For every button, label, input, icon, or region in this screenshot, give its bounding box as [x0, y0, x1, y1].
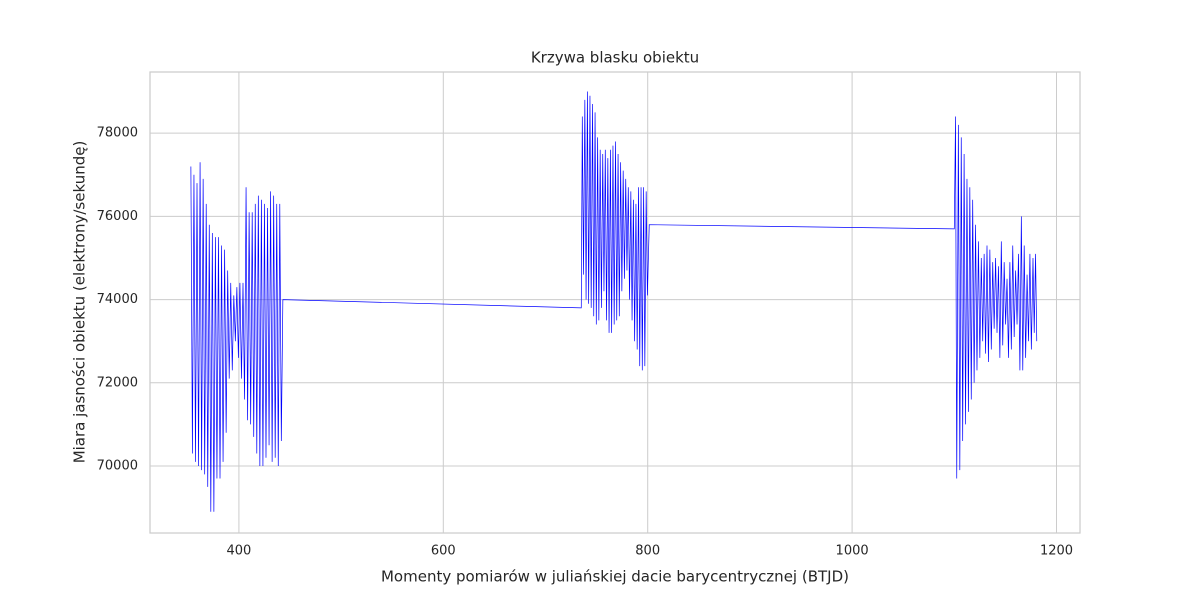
data-line [190, 91, 1038, 512]
x-tick-label: 400 [226, 544, 251, 559]
plot-frame [149, 71, 1081, 534]
y-tick-label: 74000 [97, 292, 138, 307]
x-axis-label: Momenty pomiarów w juliańskiej dacie bar… [381, 568, 849, 586]
y-tick-label: 72000 [97, 375, 138, 390]
y-tick-label: 70000 [97, 459, 138, 474]
x-tick-label: 800 [635, 544, 660, 559]
chart-title: Krzywa blasku obiektu [531, 49, 699, 67]
x-tick-label: 600 [431, 544, 456, 559]
x-tick-label: 1200 [1040, 544, 1073, 559]
y-tick-label: 78000 [97, 126, 138, 141]
y-tick-label: 76000 [97, 209, 138, 224]
x-tick-label: 1000 [836, 544, 869, 559]
y-axis-label: Miara jasności obiektu (elektrony/sekund… [71, 141, 89, 464]
